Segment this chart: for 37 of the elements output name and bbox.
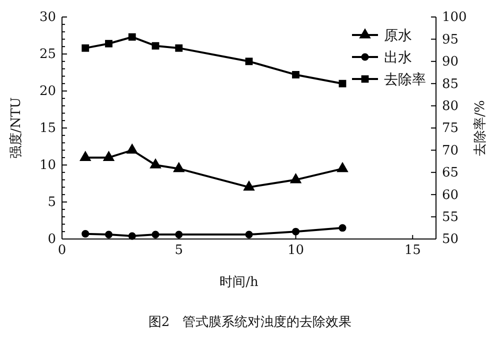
y2-tick-label: 90 [442,54,459,70]
legend-label: 原水 [384,28,412,44]
point [105,40,112,48]
point [82,44,90,52]
y-axis-title: 强度/NTU [8,97,24,159]
legend-label: 出水 [384,50,412,66]
point [152,42,160,50]
legend-label: 去除率 [384,72,426,88]
x-tick-label: 10 [287,243,304,258]
y-tick-label: 5 [48,195,56,210]
point [292,71,300,78]
y2-tick-label: 100 [442,10,467,26]
y-tick-label: 10 [39,158,56,174]
y2-tick-label: 70 [442,143,459,158]
y2-tick-label: 75 [442,121,459,136]
y2-tick-label: 55 [442,210,459,225]
y-tick-label: 15 [39,121,56,136]
y2-tick-label: 65 [442,166,459,181]
point [128,33,136,41]
x-tick-label: 5 [174,243,184,258]
y-tick-label: 25 [39,47,56,62]
y2-axis-title: 去除率/% [472,100,488,156]
y-tick-label: 0 [48,232,56,248]
y2-tick-label: 50 [442,232,459,248]
point [338,80,346,88]
point [175,44,183,52]
y2-tick-label: 60 [442,188,459,203]
y-tick-label: 30 [39,10,56,26]
y-tick-label: 20 [39,84,56,100]
caption: 图2 管式膜系统对浊度的去除效果 [148,314,352,330]
point [245,58,253,66]
y2-tick-label: 80 [442,98,459,114]
y2-tick-label: 85 [442,76,459,92]
x-tick-label: 15 [404,243,421,258]
y2-tick-label: 95 [442,32,459,48]
x-tick-label: 0 [58,243,66,258]
x-axis-title: 时间/h [220,275,259,290]
